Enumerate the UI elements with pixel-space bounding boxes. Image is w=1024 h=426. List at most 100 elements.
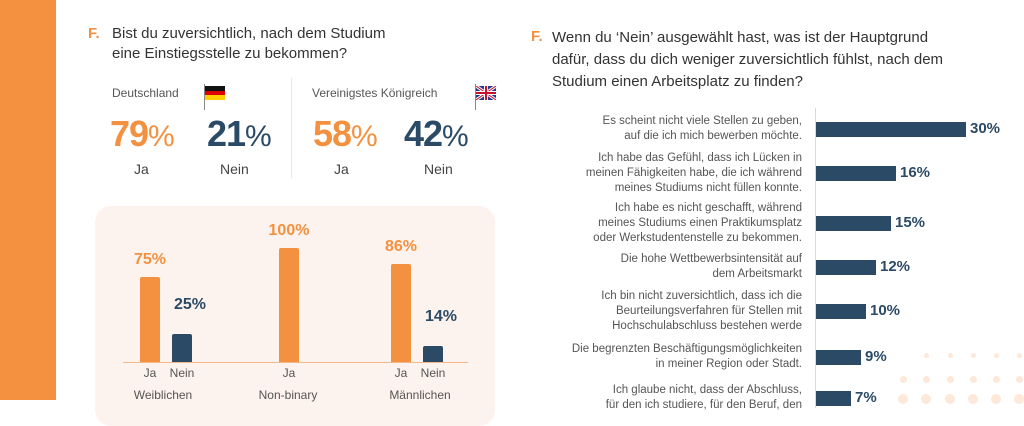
reason-label-6: Ich glaube nicht, dass der Abschluss, für…	[542, 383, 802, 413]
reason-label-line: Hochschulabschluss bestehen werde	[612, 319, 802, 332]
flag-pole	[204, 84, 205, 110]
question-left: Bist du zuversichtlich, nach dem Studium…	[112, 24, 385, 64]
decorative-dot	[1016, 352, 1022, 358]
bar-ja-1	[279, 248, 299, 362]
decorative-dot	[993, 352, 999, 358]
reason-value-6: 7%	[855, 389, 877, 406]
reason-bar-6	[816, 391, 851, 406]
reason-bar-1	[816, 166, 896, 181]
reason-label-line: oder Werkstudentenstelle zu bekommen.	[593, 231, 802, 244]
uk-flag-icon	[476, 86, 496, 100]
decorative-dot	[970, 352, 976, 358]
question-letter-right: F.	[531, 28, 543, 45]
reason-value-4: 10%	[870, 302, 901, 319]
decorative-dot	[899, 375, 907, 383]
reason-label-1: Ich habe das Gefühl, dass ich Lücken in m…	[542, 151, 802, 196]
germany-no-percent: 21%	[207, 113, 272, 155]
decorative-dot	[921, 394, 931, 404]
uk-no-percent: 42%	[404, 113, 469, 155]
reason-label-line: Ich bin nicht zuversichtlich, dass ich d…	[601, 289, 802, 302]
reason-value-2: 15%	[895, 214, 926, 231]
reason-bar-2	[816, 216, 891, 231]
reason-value-1: 16%	[900, 164, 931, 181]
reason-label-4: Ich bin nicht zuversichtlich, dass ich d…	[542, 289, 802, 334]
reason-bar-0	[816, 122, 966, 137]
question-left-line2: eine Einstiegsstelle zu bekommen?	[112, 45, 348, 62]
reason-value-3: 12%	[880, 258, 911, 275]
decorative-dot	[945, 394, 955, 404]
decorative-dot	[1015, 375, 1023, 383]
country-label-germany: Deutschland	[112, 86, 179, 100]
question-right-line2: dafür, dass du dich weniger zuversichtli…	[552, 51, 944, 68]
reason-label-line: Die hohe Wettbewerbsintensität auf	[620, 253, 802, 265]
decorative-dot	[991, 394, 1001, 404]
bar-label-nein-2: 14%	[424, 308, 458, 326]
decorative-side-stripe	[0, 0, 56, 400]
reasons-chart-axis	[815, 108, 816, 408]
decorative-dot	[992, 375, 1000, 383]
question-left-line1: Bist du zuversichtlich, nach dem Studium	[112, 25, 386, 42]
decorative-dot	[923, 352, 929, 358]
reason-label-line: in meiner Region oder Stadt.	[655, 358, 802, 370]
decorative-dot	[1014, 394, 1024, 404]
question-letter-left: F.	[88, 25, 100, 42]
uk-yes-label: Ja	[334, 161, 349, 177]
uk-flag-graphic	[476, 86, 496, 100]
reason-label-line: Ich habe es nicht geschafft, während	[614, 201, 802, 214]
reason-label-line: für den ich studiere, für den Beruf, den	[605, 399, 802, 411]
flag-pole	[475, 84, 476, 110]
bar-label-ja-1: 100%	[268, 222, 310, 239]
question-right-line1: Wenn du ‘Nein’ ausgewählt hast, was ist …	[552, 29, 929, 46]
x-label-ja-1: Ja	[282, 366, 296, 380]
bar-label-nein-0: 25%	[173, 295, 207, 313]
uk-yes-value: 58	[313, 113, 352, 154]
germany-yes-value: 79	[110, 113, 149, 154]
reason-bar-4	[816, 304, 866, 319]
x-label-nein-2: Nein	[420, 366, 446, 380]
decorative-dot	[947, 352, 953, 358]
decorative-dot	[922, 375, 930, 383]
reason-label-5: Die begrenzten Beschäftigungsmöglichkeit…	[542, 342, 802, 372]
bar-label-ja-0: 75%	[133, 250, 167, 268]
bar-ja-0	[140, 276, 160, 362]
decorative-dot	[946, 375, 954, 383]
germany-flag-icon	[205, 86, 225, 100]
question-right-line3: Studium einen Arbeitsplatz zu finden?	[552, 73, 803, 90]
percent-sign: %	[245, 120, 272, 153]
reason-value-5: 9%	[865, 348, 887, 365]
reason-label-line: Ich habe das Gefühl, dass ich Lücken in	[598, 151, 802, 164]
germany-no-label: Nein	[220, 161, 249, 177]
germany-yes-percent: 79%	[110, 113, 175, 155]
percent-sign: %	[148, 120, 175, 153]
country-label-uk: Vereinigstes Königreich	[312, 86, 438, 100]
x-label-ja-2: Ja	[394, 366, 408, 380]
reason-label-0: Es scheint nicht viele Stellen zu geben,…	[542, 114, 802, 144]
x-label-nein-0: Nein	[169, 366, 195, 380]
uk-no-label: Nein	[424, 161, 453, 177]
decorative-dot	[898, 394, 908, 404]
reason-label-line: dem Arbeitsmarkt	[712, 268, 802, 280]
reason-label-line: Die begrenzten Beschäftigungsmöglichkeit…	[571, 343, 802, 355]
reason-label-line: auf die ich mich bewerben möchte.	[624, 130, 802, 142]
germany-yes-label: Ja	[134, 161, 149, 177]
decorative-dot	[969, 375, 977, 383]
percent-sign: %	[351, 120, 378, 153]
bar-nein-0	[172, 333, 192, 362]
reason-label-3: Die hohe Wettbewerbsintensität auf dem Ar…	[542, 252, 802, 282]
category-label-2: Männlichen	[389, 388, 451, 402]
reason-bar-5	[816, 350, 861, 365]
bar-nein-2	[423, 346, 443, 362]
bar-label-ja-2: 86%	[384, 237, 418, 255]
country-divider	[291, 78, 292, 178]
decorative-dot	[968, 394, 978, 404]
category-label-0: Weiblichen	[133, 388, 193, 402]
x-label-ja-0: Ja	[143, 366, 157, 380]
reason-label-line: meinen Fähigkeiten habe, die ich während	[585, 166, 802, 179]
uk-yes-percent: 58%	[313, 113, 378, 155]
category-label-1: Non-binary	[258, 388, 318, 402]
question-right: Wenn du ‘Nein’ ausgewählt hast, was ist …	[552, 27, 943, 93]
gender-chart-baseline	[123, 362, 468, 363]
reason-label-line: Beurteilungsverfahren für Stellen mit	[615, 304, 802, 317]
percent-sign: %	[442, 120, 469, 153]
reason-label-line: Es scheint nicht viele Stellen zu geben,	[602, 115, 802, 127]
